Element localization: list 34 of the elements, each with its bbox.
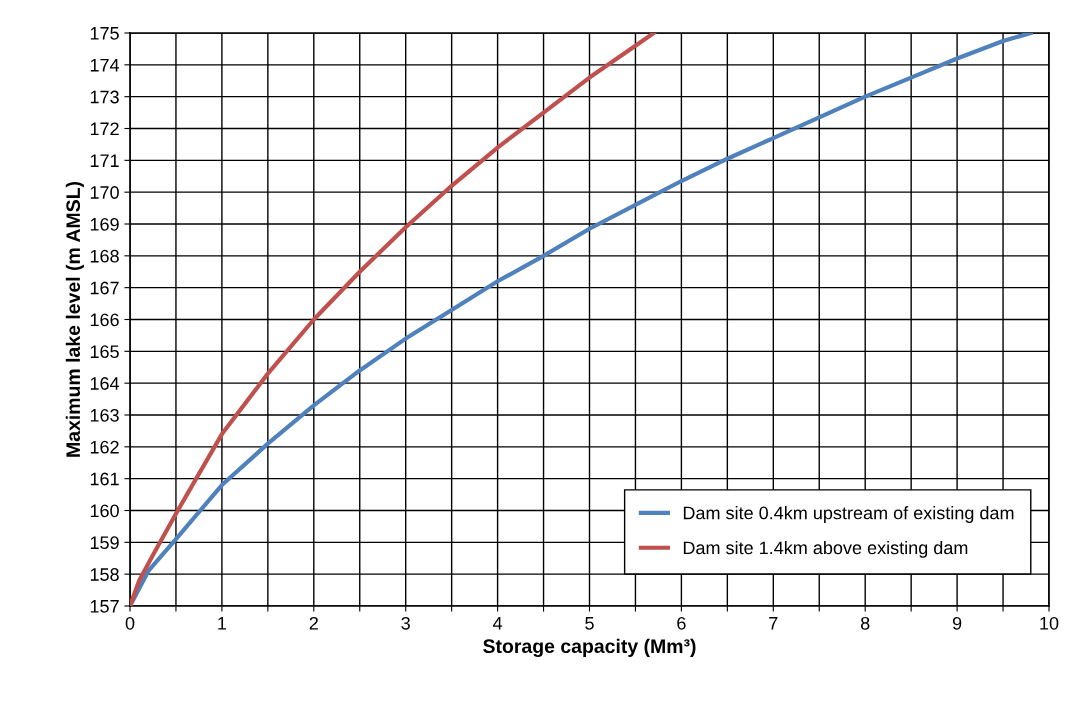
y-tick-label: 158 — [90, 568, 119, 581]
y-tick-label: 170 — [90, 186, 119, 199]
y-tick-label: 171 — [90, 154, 119, 167]
y-tick-label: 164 — [90, 377, 120, 390]
y-tick-label: 175 — [90, 27, 119, 40]
y-tick-label: 172 — [90, 122, 119, 136]
x-tick-label: 7 — [769, 617, 778, 630]
legend-label: Dam site 0.4km upstream of existing dam — [683, 506, 1014, 523]
y-tick-label: 173 — [90, 90, 119, 104]
x-tick-label: 2 — [309, 616, 318, 630]
y-tick-label: 163 — [90, 408, 119, 422]
y-tick-label: 167 — [90, 281, 119, 295]
y-tick-label: 159 — [90, 536, 119, 550]
y-tick-label: 168 — [90, 249, 119, 263]
y-tick-label: 174 — [90, 58, 120, 72]
y-tick-label: 166 — [90, 313, 119, 327]
x-tick-label: 8 — [860, 616, 870, 630]
y-tick-label: 157 — [90, 600, 119, 613]
y-tick-label: 169 — [90, 217, 119, 231]
x-tick-label: 4 — [492, 617, 503, 630]
x-axis-title: Storage capacity (Mm³) — [483, 638, 696, 658]
x-tick-label: 5 — [585, 617, 594, 630]
y-tick-label: 161 — [90, 472, 119, 486]
y-tick-label: 165 — [90, 345, 119, 359]
y-tick-label: 160 — [90, 504, 119, 518]
x-tick-label: 9 — [952, 616, 962, 630]
x-tick-label: 6 — [677, 616, 686, 630]
legend-label: Dam site 1.4km above existing dam — [683, 540, 968, 558]
y-tick-label: 162 — [90, 440, 119, 454]
x-tick-label: 0 — [125, 616, 135, 630]
x-tick-label: 1 — [218, 617, 227, 630]
y-axis-title: Maximum lake level (m AMSL) — [65, 181, 84, 457]
x-tick-label: 3 — [401, 616, 410, 630]
x-tick-label: 10 — [1040, 616, 1059, 630]
